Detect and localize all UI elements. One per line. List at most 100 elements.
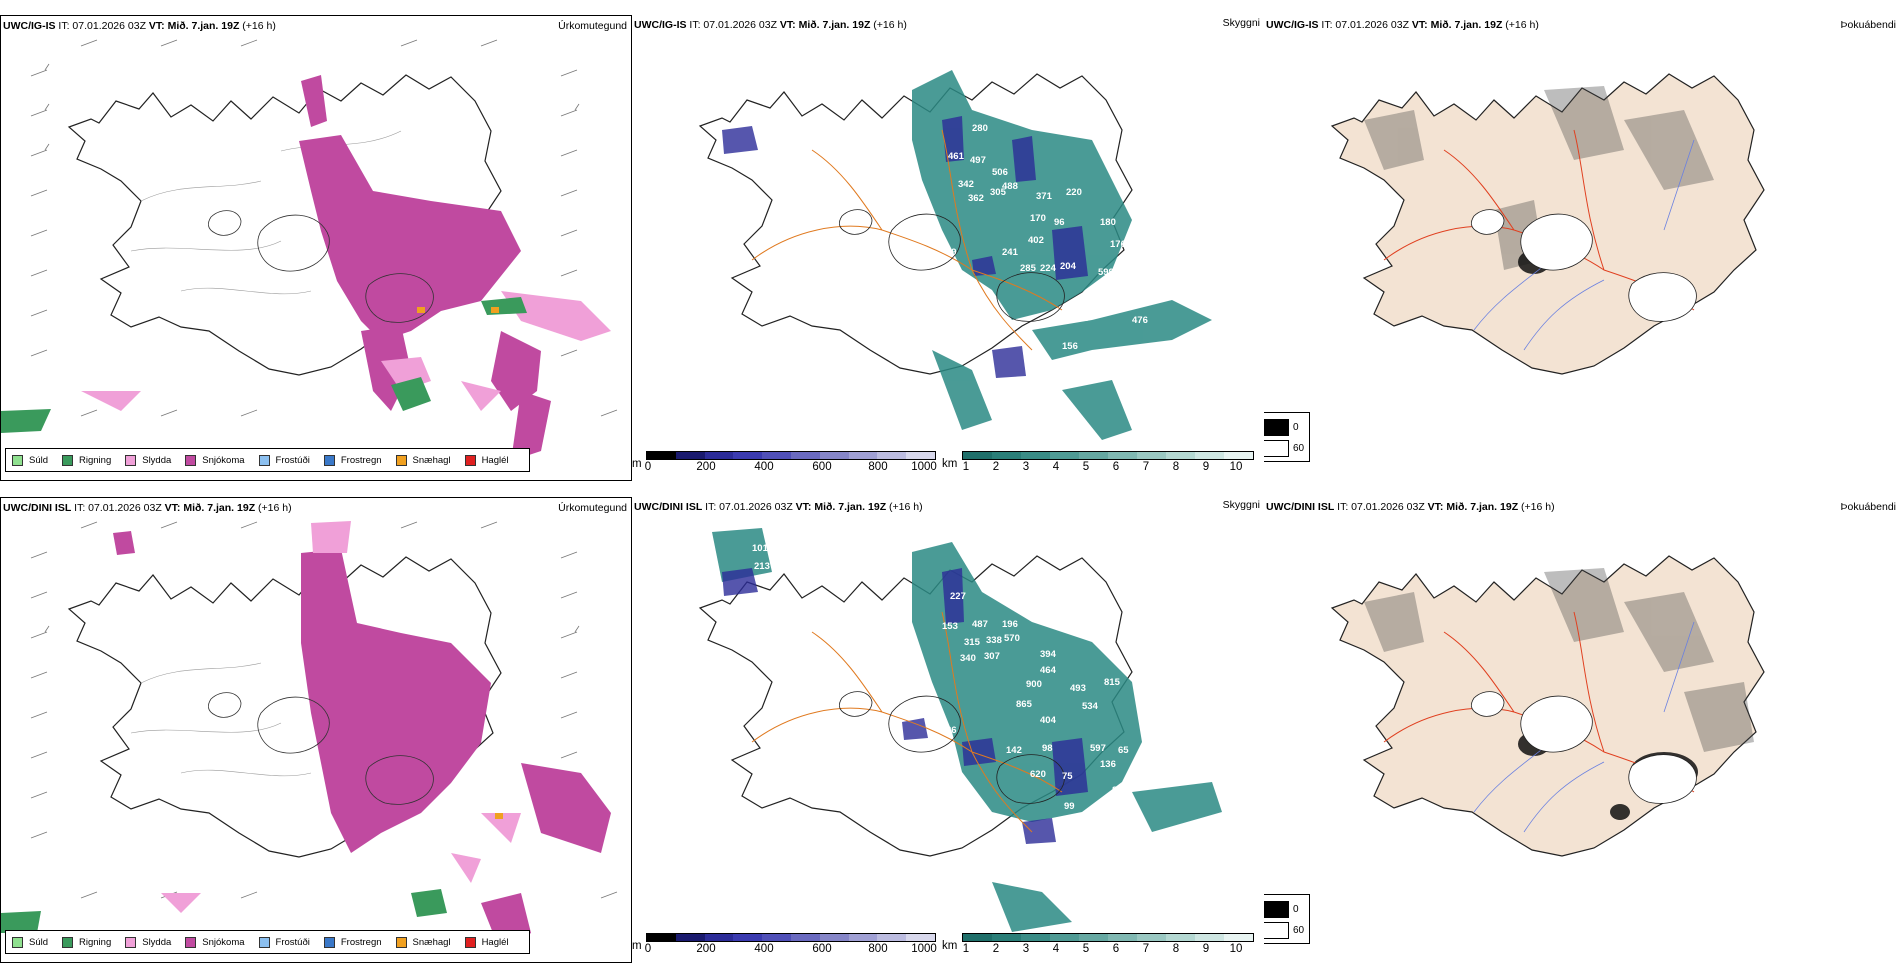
ceiling-label: 307 [984, 651, 1000, 662]
colorbar-unit: m [632, 458, 642, 470]
fog-map [1331, 73, 1765, 375]
ceiling-label: 394 [1040, 649, 1057, 660]
colorbar-tick: 10 [1229, 461, 1243, 473]
ceiling-label: 156 [1062, 341, 1078, 352]
ceiling-label: 599 [1098, 267, 1114, 278]
colorbar-tick: 600 [812, 461, 832, 473]
colorbar-tick: 1000 [911, 943, 937, 955]
ceiling-label: 179 [1104, 283, 1120, 294]
colorbar-tick: 5 [1082, 461, 1090, 473]
terrain-contours [130, 662, 312, 777]
ceiling-label: 697 [1198, 283, 1214, 294]
legend-item: Snjókoma [185, 936, 245, 948]
colorbar-tick: 9 [1202, 461, 1210, 473]
ceiling-label: 476 [1132, 315, 1148, 326]
ceiling-label: 75 [1062, 771, 1073, 782]
colorbar-tick: 7 [1142, 943, 1150, 955]
ceiling-map: 280 461 497 506 342 488 362 305 371 220 … [699, 70, 1214, 440]
panel-title: UWC/IG-IS IT: 07.01.2026 03Z VT: Mið. 7.… [634, 19, 907, 31]
colorbar-tick: 3 [1022, 461, 1030, 473]
colorbar-tick: 200 [696, 461, 716, 473]
colorbar-tick: 200 [696, 943, 716, 955]
rain-areas [1, 889, 447, 933]
ceiling-label: 865 [1142, 295, 1159, 306]
panel-title: UWC/DINI ISL IT: 07.01.2026 03Z VT: Mið.… [634, 501, 923, 513]
ceiling-label: 229 [1096, 301, 1112, 312]
ceiling-label: 144 [1144, 251, 1161, 262]
low-ceiling-areas [722, 116, 1088, 378]
ceiling-label: 99 [1064, 801, 1075, 812]
ceiling-label: 315 [964, 637, 981, 648]
ceiling-label: 497 [970, 155, 986, 166]
roads [751, 611, 1063, 833]
legend-item: Haglél [464, 936, 509, 948]
legend-item: Frostúði [258, 454, 310, 466]
panel-title: UWC/IG-IS IT: 07.01.2026 03Z VT: Mið. 7.… [1266, 19, 1539, 31]
panel-name: Skyggni [1222, 17, 1260, 29]
ceiling-label: 464 [1040, 665, 1057, 676]
legend-item: Snjókoma [185, 454, 245, 466]
ceiling-label: 180 [1100, 217, 1116, 228]
precip-legend: Súld Rigning Slydda Snjókoma Frostúði Fr… [5, 930, 530, 954]
ceiling-label: 241 [1002, 247, 1019, 258]
colorbar-unit: m [632, 940, 642, 952]
ceiling-label: 461 [948, 151, 965, 162]
ceiling-label: 159 [1142, 773, 1158, 784]
legend-item: Slydda [125, 454, 171, 466]
ceiling-label: 835 [1164, 417, 1181, 428]
fog-shading [1364, 86, 1714, 270]
visibility-colorbar: km 1 2 3 4 5 6 7 8 9 10 [942, 451, 1264, 479]
ceiling-label: 493 [1070, 683, 1086, 694]
ceiling-label: 213 [754, 561, 770, 572]
fog-shading [1364, 568, 1754, 752]
panel-title: UWC/DINI ISL IT: 07.01.2026 03Z VT: Mið.… [1266, 501, 1555, 513]
panel-name: Þokuábendi [1840, 19, 1896, 31]
ceiling-label: 96 [1054, 217, 1065, 228]
colorbar-tick: 6 [1112, 461, 1120, 473]
terrain-contours [130, 130, 402, 295]
colorbar-tick: 7 [1142, 461, 1150, 473]
ceiling-label: 815 [1104, 677, 1121, 688]
fog-map [1331, 555, 1765, 857]
legend-item: Haglél [464, 454, 509, 466]
ceiling-label: 170 [1030, 213, 1046, 224]
legend-item: Frostregn [323, 936, 382, 948]
colorbar-tick: 8 [1172, 943, 1180, 955]
colorbar-tick: 600 [812, 943, 832, 955]
precip-type-map [1, 521, 618, 953]
low-ceiling-areas [722, 568, 1088, 844]
colorbar-tick: 1 [962, 943, 970, 955]
colorbar-tick: 1 [962, 461, 970, 473]
legend-item: Snæhagl [395, 936, 451, 948]
fog-legend: 0 60 [1264, 894, 1310, 944]
colorbar-tick: 0 [644, 943, 652, 955]
ceiling-label: 404 [1040, 715, 1057, 726]
ceiling-label: 227 [950, 591, 966, 602]
ceiling-label: 305 [990, 187, 1007, 198]
ceiling-label: 488 [1002, 181, 1018, 192]
ceiling-label: 248 [1146, 215, 1162, 226]
colorbar-tick: 400 [754, 943, 774, 955]
ceiling-label: 280 [972, 123, 988, 134]
sleet-areas [161, 521, 521, 913]
fog-panel-row1: UWC/IG-IS IT: 07.01.2026 03Z VT: Mið. 7.… [1264, 15, 1900, 481]
colorbar-tick: 800 [868, 461, 888, 473]
panel-name: Þokuábendi [1840, 501, 1896, 513]
snow-areas [113, 531, 611, 953]
ceiling-map: 213 227 153 487 196 315 338 570 340 307 … [699, 528, 1222, 932]
sleet-areas [81, 291, 611, 411]
panel-name: Skyggni [1222, 499, 1260, 511]
visibility-colorbar: km 1 2 3 4 5 6 7 8 9 10 [942, 933, 1264, 961]
ceiling-label: 101 [752, 543, 769, 554]
colorbar-tick: 2 [992, 943, 1000, 955]
ceiling-label: 362 [968, 193, 984, 204]
legend-item: Rigning [62, 454, 111, 466]
ceiling-colorbar: m 0 200 400 600 800 1000 [632, 933, 942, 961]
legend-item: Rigning [62, 936, 111, 948]
legend-item: Frostregn [323, 454, 382, 466]
ceiling-label: 620 [1030, 769, 1046, 780]
ceiling-colorbar: m 0 200 400 600 800 1000 [632, 451, 942, 479]
precip-type-map [1, 39, 618, 461]
ceiling-label: 900 [1026, 679, 1042, 690]
ceiling-label: 534 [1082, 701, 1099, 712]
